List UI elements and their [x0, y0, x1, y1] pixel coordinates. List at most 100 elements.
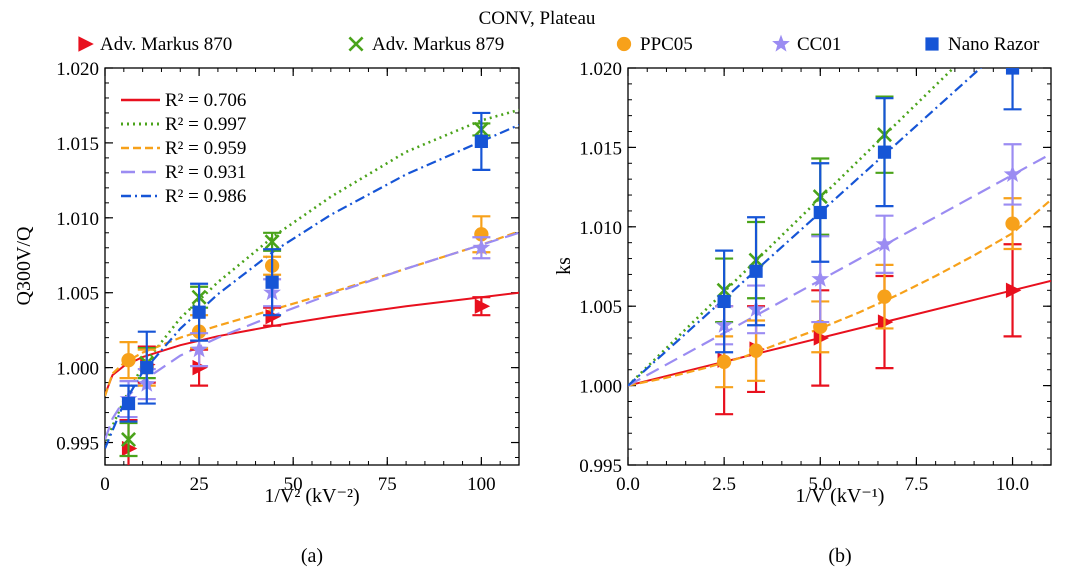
data-point-x	[264, 234, 280, 250]
panel-a-ticks: 0 25 50 75 100 0.995 1.000 1.005 1.010 1.015 1.020	[56, 59, 520, 495]
fit-legend-label: R² = 0.931	[165, 162, 246, 183]
data-point-circle	[716, 354, 732, 369]
fit-legend-label: R² = 0.986	[165, 186, 246, 207]
data-point-star	[772, 34, 790, 52]
panel-b-points	[715, 14, 1022, 416]
y-tick-label: 1.010	[579, 218, 622, 239]
data-point-triangle	[78, 36, 94, 52]
x-tick-label: 75	[378, 474, 397, 495]
data-point-square	[121, 396, 136, 411]
legend-entry-markus870: Adv. Markus 870	[78, 34, 232, 55]
fit-line	[105, 231, 519, 440]
data-point-circle	[616, 36, 632, 52]
legend-marker-x-icon	[348, 36, 364, 52]
legend-marker-triangle-icon	[78, 36, 94, 52]
panel-a-fit-lines	[105, 108, 519, 449]
fit-legend-label: R² = 0.959	[165, 138, 246, 159]
panel-a-points	[119, 111, 491, 465]
fit-line	[105, 291, 519, 395]
data-point-square	[877, 145, 892, 159]
x-tick-label: 5.0	[808, 474, 832, 495]
legend-entry-ppc05: PPC05	[616, 34, 693, 55]
data-point-triangle	[265, 308, 281, 325]
panel-a-caption: (a)	[301, 545, 323, 567]
panel-b-x-axis-label: 1/V (kV⁻¹)	[796, 485, 885, 507]
y-tick-label: 1.020	[56, 59, 99, 80]
data-point-square	[265, 275, 279, 289]
legend-marker-square-icon	[925, 37, 939, 51]
x-tick-label: 10.0	[996, 474, 1029, 495]
fit-line	[628, 152, 1051, 387]
data-point-x	[1006, 14, 1019, 27]
panel-a-y-axis-label: Q300V/Q	[13, 226, 35, 305]
data-point-circle	[1005, 216, 1020, 231]
fit-legend-label: R² = 0.997	[165, 114, 246, 135]
data-point-triangle	[192, 359, 208, 376]
panel-b-y-axis-label: ks	[553, 257, 575, 275]
fit-line	[628, 279, 1051, 387]
panel-b-caption: (b)	[828, 545, 851, 567]
x-tick-label: 2.5	[712, 474, 736, 495]
panel-b-frame	[627, 67, 1052, 466]
x-tick-label: 25	[190, 474, 209, 495]
legend-marker-circle-icon	[616, 36, 632, 52]
fit-line	[628, 68, 983, 387]
fit-line	[628, 68, 956, 387]
x-tick-label: 100	[467, 474, 496, 495]
data-point-star	[811, 269, 830, 287]
y-tick-label: 1.000	[56, 359, 99, 380]
fit-legend-label: R² = 0.706	[165, 90, 246, 111]
legend-label: Adv. Markus 870	[100, 34, 232, 55]
panel-b-fit-lines	[628, 68, 1051, 387]
data-point-circle	[877, 289, 892, 304]
data-point-triangle	[813, 330, 830, 346]
data-point-x	[348, 36, 364, 52]
data-point-triangle	[1005, 282, 1022, 299]
data-point-square	[140, 361, 154, 375]
data-point-square	[813, 205, 827, 220]
data-point-circle	[813, 319, 828, 334]
fit-line	[105, 108, 519, 448]
y-tick-label: 1.000	[579, 377, 622, 398]
data-point-star	[190, 340, 208, 358]
data-point-circle	[748, 343, 764, 358]
data-point-star	[472, 238, 491, 256]
data-point-square	[925, 37, 939, 51]
data-point-triangle	[474, 298, 491, 314]
legend-entry-nanorazor: Nano Razor	[925, 34, 1040, 55]
data-point-square	[192, 305, 206, 319]
legend-label: Adv. Markus 879	[372, 34, 504, 55]
panel-a-plot: 0 25 50 75 100 0.995 1.000 1.005 1.010 1.015 1.020…	[13, 59, 520, 567]
fit-legend: R² = 0.706 R² = 0.997 R² = 0.959 R² = 0.…	[121, 90, 246, 207]
y-tick-label: 1.005	[579, 297, 622, 318]
fit-line	[628, 198, 1051, 387]
legend-entry-markus879: Adv. Markus 879	[348, 34, 504, 55]
fit-line	[105, 230, 519, 397]
y-tick-label: 1.010	[56, 209, 99, 230]
data-point-star	[1003, 165, 1022, 182]
legend-label: PPC05	[640, 34, 693, 55]
legend-entry-cc01: CC01	[772, 34, 841, 55]
y-tick-label: 0.995	[579, 456, 622, 477]
y-tick-label: 1.015	[56, 134, 99, 155]
data-point-star	[875, 234, 894, 252]
series-legend: Adv. Markus 870 Adv. Markus 879 PPC05 CC…	[78, 34, 1040, 55]
figure-title: CONV, Plateau	[479, 8, 596, 29]
legend-label: CC01	[797, 34, 841, 55]
fit-line	[105, 123, 519, 449]
legend-label: Nano Razor	[948, 34, 1040, 55]
x-tick-label: 50	[284, 474, 303, 495]
data-point-square	[1005, 68, 1020, 75]
panel-a-x-axis-label: 1/V² (kV⁻²)	[264, 485, 359, 507]
data-point-square	[749, 264, 763, 278]
data-point-square	[474, 134, 488, 149]
data-point-circle	[121, 352, 136, 368]
x-tick-label: 0.0	[616, 474, 640, 495]
x-tick-label: 0	[100, 474, 110, 495]
legend-marker-star-icon	[772, 34, 790, 52]
data-point-x	[121, 432, 137, 448]
y-tick-label: 1.015	[579, 138, 622, 159]
y-tick-label: 1.005	[56, 284, 99, 305]
data-point-square	[717, 294, 731, 309]
